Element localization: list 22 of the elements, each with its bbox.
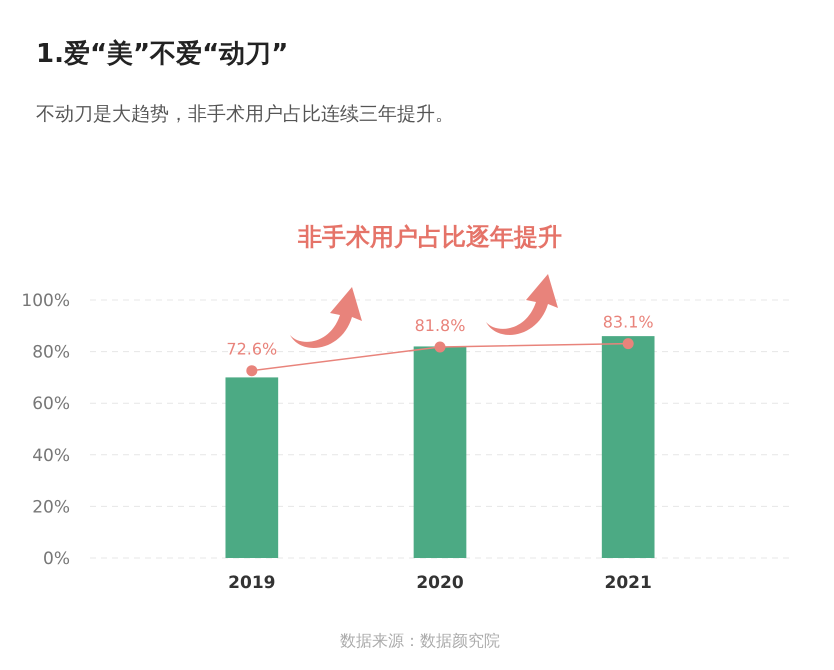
- bar: [225, 377, 278, 558]
- chart-subtitle: 不动刀是大趋势，非手术用户占比连续三年提升。: [36, 103, 454, 125]
- source-note: 数据来源：数据颜究院: [340, 631, 500, 650]
- y-tick-label: 40%: [32, 446, 70, 466]
- x-tick-label: 2019: [228, 573, 276, 593]
- y-tick-label: 0%: [43, 549, 70, 569]
- bar: [602, 336, 655, 558]
- point: [622, 338, 634, 350]
- y-tick-label: 80%: [32, 342, 70, 363]
- x-tick-label: 2020: [416, 573, 464, 593]
- data-label: 83.1%: [602, 312, 654, 332]
- point: [434, 341, 446, 352]
- data-label: 72.6%: [226, 340, 278, 359]
- point: [246, 365, 258, 376]
- text: 非手术用户占比逐年提升: [297, 223, 562, 251]
- bar: [414, 346, 466, 558]
- y-tick-label: 100%: [21, 291, 70, 311]
- y-tick-label: 20%: [32, 497, 70, 518]
- x-tick-label: 2021: [604, 573, 652, 593]
- y-tick-label: 60%: [32, 394, 70, 414]
- chart-title: 1.爱“美”不爱“动刀”: [36, 39, 288, 69]
- data-label: 81.8%: [414, 316, 466, 335]
